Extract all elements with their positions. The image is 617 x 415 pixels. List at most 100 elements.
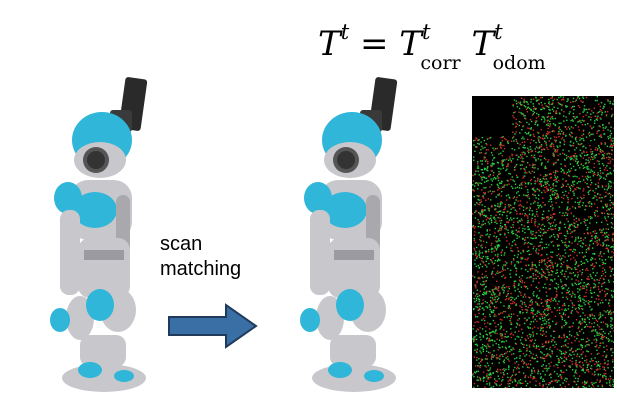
scan-point <box>549 307 551 309</box>
scan-point <box>542 364 544 366</box>
scan-point <box>517 261 520 263</box>
scan-point <box>548 354 550 356</box>
scan-point <box>485 260 487 262</box>
scan-point <box>544 258 546 261</box>
scan-point <box>541 228 543 231</box>
scan-point <box>577 243 579 245</box>
scan-point <box>549 261 552 264</box>
scan-point <box>594 301 596 303</box>
scan-point <box>578 97 581 100</box>
scan-point <box>607 378 610 380</box>
scan-point <box>494 378 496 380</box>
scan-point <box>498 192 501 195</box>
scan-point <box>495 356 498 359</box>
scan-point <box>479 308 481 311</box>
scan-point <box>512 103 514 106</box>
scan-point <box>484 280 486 283</box>
scan-point <box>538 151 541 153</box>
scan-point <box>560 167 562 170</box>
scan-point <box>531 261 533 264</box>
scan-point <box>504 224 506 226</box>
scan-point <box>542 184 545 187</box>
scan-point <box>607 302 610 305</box>
scan-point <box>479 182 481 184</box>
scan-point <box>606 364 609 366</box>
scan-point <box>521 181 523 184</box>
scan-point <box>541 116 544 118</box>
scan-point <box>554 262 556 264</box>
scan-point <box>561 201 563 204</box>
scan-point <box>560 281 562 283</box>
scan-point <box>560 103 562 105</box>
scan-point <box>556 145 558 147</box>
scan-point <box>564 304 566 307</box>
scan-point <box>603 366 606 369</box>
scan-point <box>545 331 547 333</box>
scan-point <box>531 217 533 220</box>
scan-point <box>519 382 521 384</box>
scan-point <box>515 138 517 141</box>
scan-point <box>478 174 480 176</box>
scan-point <box>572 175 574 178</box>
scan-point <box>497 240 499 242</box>
scan-point <box>515 384 518 387</box>
scan-point <box>536 99 539 101</box>
scan-point <box>484 156 486 159</box>
scan-point <box>543 148 546 151</box>
scan-point <box>533 369 536 372</box>
scan-point <box>598 240 600 242</box>
scan-point <box>528 131 530 134</box>
scan-point <box>534 194 536 197</box>
scan-point <box>544 191 546 193</box>
scan-point <box>553 163 555 166</box>
scan-point <box>549 223 551 225</box>
scan-point <box>493 171 495 174</box>
scan-point <box>605 378 607 380</box>
scan-point <box>498 177 500 179</box>
scan-point <box>561 361 563 363</box>
scan-point <box>488 217 490 219</box>
scan-point <box>507 229 509 231</box>
scan-point <box>581 204 584 207</box>
scan-point <box>477 298 480 300</box>
scan-point <box>551 216 554 218</box>
scan-point <box>499 333 501 335</box>
scan-point <box>552 154 554 156</box>
scan-point <box>492 299 494 301</box>
scan-point <box>563 111 565 113</box>
scan-point <box>606 209 608 212</box>
scan-point <box>488 210 490 212</box>
scan-point <box>507 307 509 309</box>
scan-point <box>516 322 518 324</box>
scan-point <box>565 244 567 247</box>
scan-point <box>566 171 568 174</box>
scan-point <box>573 251 576 254</box>
scan-point <box>550 176 553 179</box>
scan-point <box>516 235 518 237</box>
scan-point <box>578 181 580 183</box>
scan-point <box>568 315 570 318</box>
scan-point <box>514 264 516 266</box>
scan-point <box>524 242 526 244</box>
scan-point <box>526 101 528 103</box>
scan-point <box>572 116 575 118</box>
scan-point <box>479 350 481 352</box>
scan-point <box>554 213 556 215</box>
scan-point <box>473 159 475 161</box>
scan-point <box>493 294 495 296</box>
scan-point <box>513 217 515 220</box>
scan-point <box>559 141 561 143</box>
scan-point <box>590 139 592 142</box>
scan-point <box>568 290 570 292</box>
scan-point <box>481 136 484 139</box>
scan-point <box>475 137 478 140</box>
scan-point <box>535 250 537 252</box>
scan-point <box>611 217 613 220</box>
scan-point <box>596 324 599 326</box>
scan-point <box>532 331 534 333</box>
scan-point <box>570 119 572 122</box>
scan-point <box>515 164 518 166</box>
scan-point <box>536 112 538 115</box>
scan-point <box>584 208 586 211</box>
scan-point <box>565 134 567 137</box>
